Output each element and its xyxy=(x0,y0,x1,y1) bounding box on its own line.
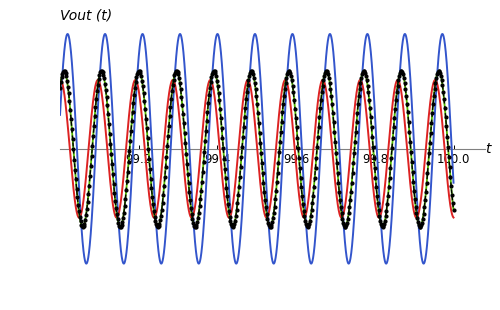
Text: Vout (t): Vout (t) xyxy=(60,8,112,22)
Text: t: t xyxy=(485,142,490,156)
